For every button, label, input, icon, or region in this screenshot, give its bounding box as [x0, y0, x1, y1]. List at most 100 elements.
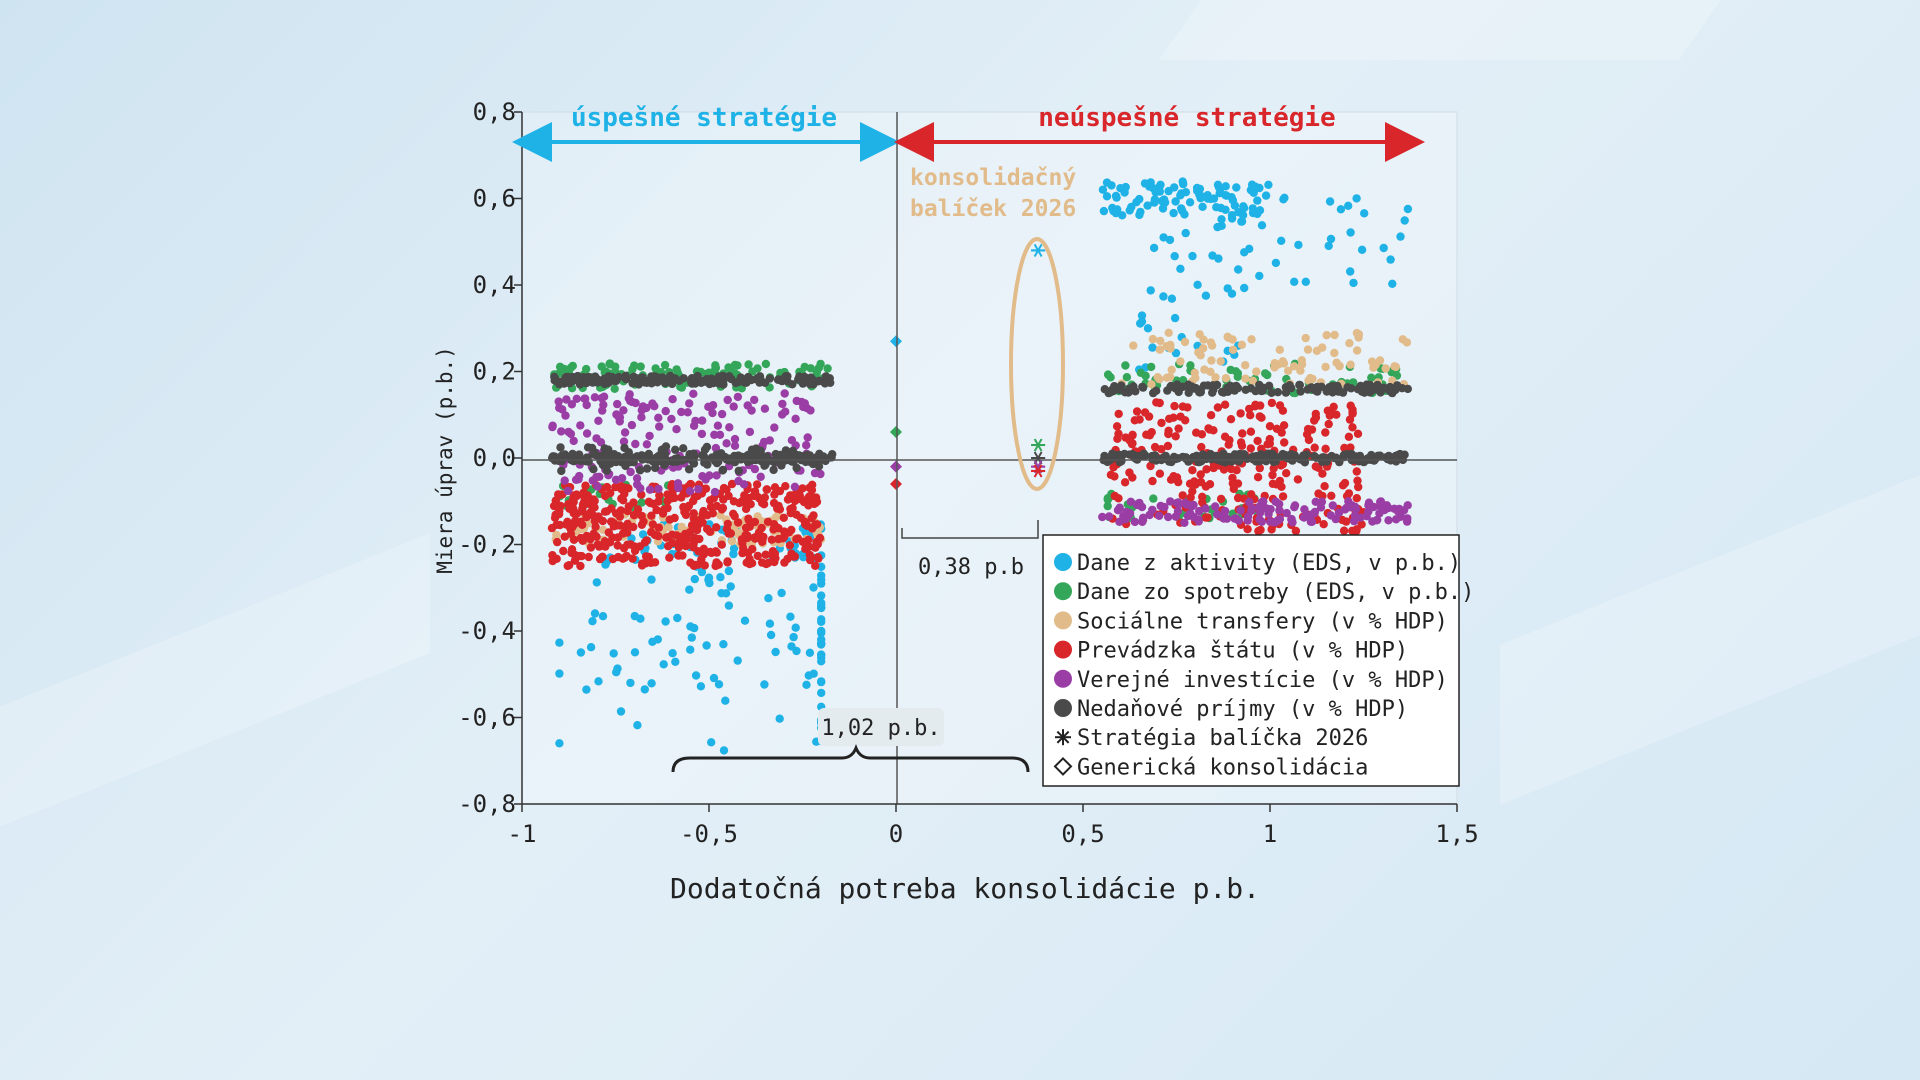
- point-dane-zo: [724, 363, 733, 372]
- point-dane-z: [594, 677, 603, 686]
- point-dane-z: [805, 648, 815, 657]
- point-sociálne-transfery: [1274, 360, 1283, 369]
- point-nedaňové-príjmy: [1196, 385, 1205, 394]
- point-verejné-investície: [710, 430, 719, 439]
- point-prevádzka-štátu: [1327, 491, 1336, 500]
- point-verejné-investície: [555, 403, 564, 413]
- point-verejné-investície: [739, 480, 749, 489]
- point-prevádzka-štátu: [613, 533, 623, 542]
- point-dane-zo: [1233, 369, 1243, 378]
- point-prevádzka-štátu: [690, 492, 699, 502]
- legend: Dane z aktivity (EDS, v p.b.) Dane zo spo…: [1042, 534, 1474, 787]
- point-prevádzka-štátu: [727, 479, 737, 489]
- point-verejné-investície: [750, 395, 759, 405]
- point-prevádzka-štátu: [559, 546, 568, 556]
- point-prevádzka-štátu: [637, 511, 646, 521]
- point-nedaňové-príjmy: [760, 461, 769, 470]
- point-nedaňové-príjmy: [1264, 381, 1274, 390]
- point-dane-z: [1203, 191, 1212, 200]
- point-nedaňové-príjmy: [1169, 382, 1179, 392]
- point-prevádzka-štátu: [1256, 525, 1265, 535]
- generic-consolidation-diamond: [890, 477, 902, 490]
- point-prevádzka-štátu: [1320, 482, 1329, 491]
- point-prevádzka-štátu: [663, 490, 672, 499]
- point-dane-z: [1143, 201, 1152, 210]
- fail-label: neúspešné stratégie: [1038, 103, 1335, 133]
- point-dane-z: [1212, 203, 1221, 212]
- point-prevádzka-štátu: [1344, 432, 1354, 441]
- point-nedaňové-príjmy: [718, 377, 727, 386]
- point-prevádzka-štátu: [726, 529, 735, 538]
- point-prevádzka-štátu: [1157, 418, 1166, 428]
- point-dane-z: [555, 669, 564, 678]
- x-tick-label: -0,5: [680, 820, 738, 848]
- point-nedaňové-príjmy: [1178, 382, 1188, 391]
- point-prevádzka-štátu: [1202, 465, 1211, 474]
- point-dane-z: [1176, 264, 1185, 273]
- point-sociálne-transfery: [1228, 335, 1237, 344]
- point-prevádzka-štátu: [783, 495, 793, 504]
- point-verejné-investície: [708, 408, 717, 418]
- point-verejné-investície: [1119, 512, 1128, 521]
- point-prevádzka-štátu: [572, 490, 581, 499]
- point-dane-zo: [812, 368, 821, 377]
- point-prevádzka-štátu: [630, 542, 639, 551]
- point-prevádzka-štátu: [1278, 406, 1288, 415]
- point-dane-z: [1176, 191, 1185, 200]
- bracket-small: [901, 520, 1039, 539]
- point-prevádzka-štátu: [1148, 476, 1157, 486]
- point-prevádzka-štátu: [717, 505, 727, 514]
- point-verejné-investície: [760, 404, 770, 413]
- point-verejné-investície: [1257, 517, 1267, 526]
- point-prevádzka-štátu: [1272, 424, 1282, 433]
- point-prevádzka-štátu: [1352, 467, 1362, 476]
- point-dane-z: [721, 589, 731, 598]
- point-verejné-investície: [1098, 512, 1107, 522]
- point-nedaňové-príjmy: [1125, 450, 1134, 459]
- point-verejné-investície: [580, 394, 589, 403]
- point-verejné-investície: [1331, 514, 1341, 524]
- point-prevádzka-štátu: [647, 511, 656, 520]
- point-prevádzka-štátu: [1190, 477, 1199, 486]
- point-prevádzka-štátu: [674, 551, 683, 560]
- point-prevádzka-štátu: [813, 553, 823, 562]
- package-label-line1: konsolidačný: [910, 165, 1076, 191]
- point-sociálne-transfery: [1352, 346, 1362, 355]
- point-dane-z: [1257, 221, 1267, 230]
- point-dane-z: [1185, 198, 1195, 207]
- point-verejné-investície: [637, 413, 646, 422]
- point-dane-z: [714, 680, 724, 689]
- generic-consolidation-diamond: [890, 335, 902, 348]
- point-prevádzka-štátu: [605, 538, 615, 547]
- point-verejné-investície: [1256, 508, 1265, 517]
- point-verejné-investície: [1369, 502, 1378, 512]
- point-prevádzka-štátu: [730, 512, 739, 521]
- point-prevádzka-štátu: [1279, 421, 1289, 430]
- point-prevádzka-štátu: [658, 509, 668, 518]
- point-prevádzka-štátu: [615, 512, 625, 521]
- point-nedaňové-príjmy: [1241, 385, 1250, 394]
- point-dane-z: [1294, 240, 1303, 250]
- point-verejné-investície: [816, 469, 825, 479]
- point-dane-z: [647, 679, 656, 688]
- point-verejné-investície: [725, 423, 734, 432]
- point-dane-z: [1349, 278, 1358, 288]
- point-prevádzka-štátu: [1178, 402, 1188, 411]
- point-nedaňové-príjmy: [1303, 385, 1312, 394]
- point-prevádzka-štátu: [784, 528, 794, 537]
- point-prevádzka-štátu: [637, 490, 646, 499]
- point-verejné-investície: [1130, 517, 1140, 527]
- point-prevádzka-štátu: [570, 550, 580, 560]
- point-sociálne-transfery: [1283, 366, 1293, 375]
- point-sociálne-transfery: [1367, 357, 1377, 366]
- point-verejné-investície: [613, 399, 622, 409]
- point-sociálne-transfery: [1318, 343, 1327, 352]
- point-prevádzka-štátu: [1114, 409, 1123, 419]
- point-verejné-investície: [1180, 518, 1189, 527]
- strategy-2026-asterisk: [1031, 243, 1046, 257]
- point-prevádzka-štátu: [563, 517, 572, 526]
- point-prevádzka-štátu: [584, 552, 593, 562]
- point-prevádzka-štátu: [775, 486, 785, 496]
- point-prevádzka-štátu: [1128, 473, 1137, 482]
- point-verejné-investície: [1403, 514, 1412, 523]
